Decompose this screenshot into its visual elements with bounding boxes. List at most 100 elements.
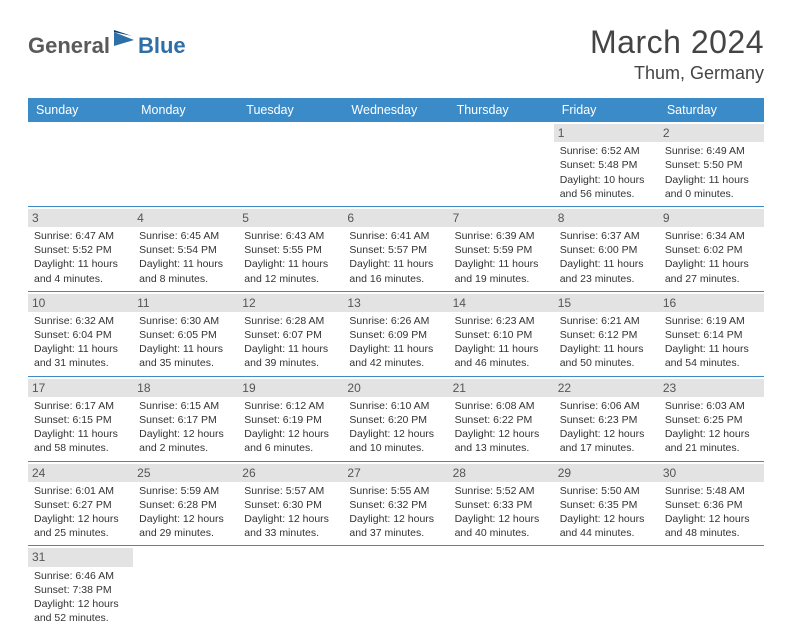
calendar-week: 1Sunrise: 6:52 AMSunset: 5:48 PMDaylight… [28,122,764,206]
sunrise-line: Sunrise: 6:28 AM [244,314,337,328]
daylight-line: Daylight: 12 hours [244,427,337,441]
sunrise-line: Sunrise: 6:26 AM [349,314,442,328]
daylight-line: and 19 minutes. [455,272,548,286]
location: Thum, Germany [590,63,764,84]
sunrise-line: Sunrise: 6:19 AM [665,314,758,328]
daylight-line: Daylight: 12 hours [560,512,653,526]
daylight-line: and 37 minutes. [349,526,442,540]
day-header: Thursday [449,98,554,122]
daylight-line: and 35 minutes. [139,356,232,370]
day-number: 31 [28,548,133,566]
sunset-line: Sunset: 6:25 PM [665,413,758,427]
daylight-line: and 56 minutes. [560,187,653,201]
sunrise-line: Sunrise: 5:48 AM [665,484,758,498]
sunrise-line: Sunrise: 5:50 AM [560,484,653,498]
sunset-line: Sunset: 6:17 PM [139,413,232,427]
calendar-day: 27Sunrise: 5:55 AMSunset: 6:32 PMDayligh… [343,461,448,546]
calendar-day: 9Sunrise: 6:34 AMSunset: 6:02 PMDaylight… [659,206,764,291]
daylight-line: and 39 minutes. [244,356,337,370]
sunset-line: Sunset: 6:02 PM [665,243,758,257]
daylight-line: and 52 minutes. [34,611,127,625]
sunrise-line: Sunrise: 6:32 AM [34,314,127,328]
sunrise-line: Sunrise: 6:21 AM [560,314,653,328]
daylight-line: Daylight: 12 hours [665,512,758,526]
daylight-line: Daylight: 12 hours [349,427,442,441]
sunset-line: Sunset: 6:27 PM [34,498,127,512]
sunset-line: Sunset: 6:19 PM [244,413,337,427]
sunrise-line: Sunrise: 6:03 AM [665,399,758,413]
daylight-line: Daylight: 12 hours [560,427,653,441]
sunset-line: Sunset: 6:22 PM [455,413,548,427]
header: General Blue March 2024 Thum, Germany [28,24,764,84]
day-number: 23 [659,379,764,397]
sunset-line: Sunset: 6:00 PM [560,243,653,257]
sunset-line: Sunset: 6:20 PM [349,413,442,427]
calendar-empty [238,122,343,206]
daylight-line: and 25 minutes. [34,526,127,540]
daylight-line: Daylight: 11 hours [34,257,127,271]
calendar-empty [659,546,764,630]
calendar-day: 10Sunrise: 6:32 AMSunset: 6:04 PMDayligh… [28,291,133,376]
day-number: 7 [449,209,554,227]
sunrise-line: Sunrise: 6:34 AM [665,229,758,243]
calendar-day: 21Sunrise: 6:08 AMSunset: 6:22 PMDayligh… [449,376,554,461]
daylight-line: Daylight: 11 hours [455,342,548,356]
sunrise-line: Sunrise: 6:12 AM [244,399,337,413]
daylight-line: and 40 minutes. [455,526,548,540]
day-number: 19 [238,379,343,397]
sunset-line: Sunset: 5:50 PM [665,158,758,172]
calendar-empty [238,546,343,630]
day-number: 4 [133,209,238,227]
title-block: March 2024 Thum, Germany [590,24,764,84]
daylight-line: and 50 minutes. [560,356,653,370]
sunrise-line: Sunrise: 6:43 AM [244,229,337,243]
daylight-line: and 2 minutes. [139,441,232,455]
calendar-empty [449,122,554,206]
calendar-day: 7Sunrise: 6:39 AMSunset: 5:59 PMDaylight… [449,206,554,291]
day-number: 13 [343,294,448,312]
calendar-week: 10Sunrise: 6:32 AMSunset: 6:04 PMDayligh… [28,291,764,376]
brand-part1: General [28,33,110,59]
brand-logo: General Blue [28,30,186,61]
sunset-line: Sunset: 6:33 PM [455,498,548,512]
day-number: 14 [449,294,554,312]
day-number: 12 [238,294,343,312]
daylight-line: Daylight: 12 hours [139,427,232,441]
calendar-day: 2Sunrise: 6:49 AMSunset: 5:50 PMDaylight… [659,122,764,206]
day-number: 24 [28,464,133,482]
day-number: 21 [449,379,554,397]
sunrise-line: Sunrise: 6:47 AM [34,229,127,243]
day-number: 17 [28,379,133,397]
day-number: 6 [343,209,448,227]
flag-icon [114,30,136,51]
daylight-line: Daylight: 11 hours [244,342,337,356]
sunset-line: Sunset: 6:23 PM [560,413,653,427]
sunset-line: Sunset: 6:35 PM [560,498,653,512]
daylight-line: and 46 minutes. [455,356,548,370]
day-number: 22 [554,379,659,397]
sunrise-line: Sunrise: 5:55 AM [349,484,442,498]
calendar-day: 19 Sunrise: 6:12 AMSunset: 6:19 PMDayligh… [238,376,343,461]
calendar-day: 30Sunrise: 5:48 AMSunset: 6:36 PMDayligh… [659,461,764,546]
daylight-line: Daylight: 11 hours [455,257,548,271]
daylight-line: Daylight: 12 hours [34,512,127,526]
calendar-week: 17Sunrise: 6:17 AMSunset: 6:15 PMDayligh… [28,376,764,461]
day-number: 18 [133,379,238,397]
sunset-line: Sunset: 6:09 PM [349,328,442,342]
day-header: Wednesday [343,98,448,122]
brand-part2: Blue [138,33,186,59]
day-number: 28 [449,464,554,482]
calendar-day: 3Sunrise: 6:47 AMSunset: 5:52 PMDaylight… [28,206,133,291]
daylight-line: and 21 minutes. [665,441,758,455]
calendar-day: 11Sunrise: 6:30 AMSunset: 6:05 PMDayligh… [133,291,238,376]
sunset-line: Sunset: 6:14 PM [665,328,758,342]
calendar-empty [554,546,659,630]
calendar-day: 22Sunrise: 6:06 AMSunset: 6:23 PMDayligh… [554,376,659,461]
calendar-empty [343,546,448,630]
daylight-line: and 33 minutes. [244,526,337,540]
day-number: 20 [343,379,448,397]
sunset-line: Sunset: 6:28 PM [139,498,232,512]
sunset-line: Sunset: 5:57 PM [349,243,442,257]
daylight-line: Daylight: 11 hours [665,342,758,356]
calendar-day: 15Sunrise: 6:21 AMSunset: 6:12 PMDayligh… [554,291,659,376]
